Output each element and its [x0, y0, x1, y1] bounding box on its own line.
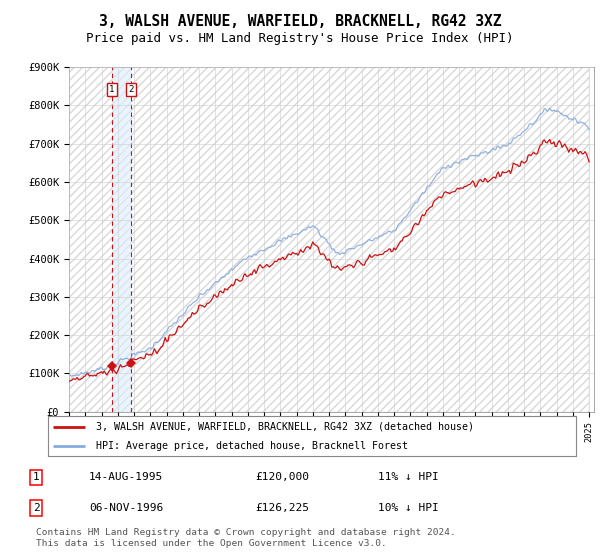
Text: Price paid vs. HM Land Registry's House Price Index (HPI): Price paid vs. HM Land Registry's House … [86, 32, 514, 45]
Text: £126,225: £126,225 [255, 503, 309, 513]
Text: 10% ↓ HPI: 10% ↓ HPI [377, 503, 439, 513]
Text: 1: 1 [109, 85, 114, 94]
Text: 3, WALSH AVENUE, WARFIELD, BRACKNELL, RG42 3XZ (detached house): 3, WALSH AVENUE, WARFIELD, BRACKNELL, RG… [95, 422, 473, 432]
Text: HPI: Average price, detached house, Bracknell Forest: HPI: Average price, detached house, Brac… [95, 441, 407, 450]
Bar [112, 67, 131, 412]
Text: 06-NOV-1996: 06-NOV-1996 [89, 503, 163, 513]
Text: 2: 2 [32, 503, 40, 513]
Text: 2: 2 [129, 85, 134, 94]
Text: 3, WALSH AVENUE, WARFIELD, BRACKNELL, RG42 3XZ: 3, WALSH AVENUE, WARFIELD, BRACKNELL, RG… [99, 14, 501, 29]
Text: Contains HM Land Registry data © Crown copyright and database right 2024.
This d: Contains HM Land Registry data © Crown c… [36, 528, 456, 548]
Text: 11% ↓ HPI: 11% ↓ HPI [377, 473, 439, 482]
Text: 14-AUG-1995: 14-AUG-1995 [89, 473, 163, 482]
Text: £120,000: £120,000 [255, 473, 309, 482]
Text: 1: 1 [32, 473, 40, 482]
